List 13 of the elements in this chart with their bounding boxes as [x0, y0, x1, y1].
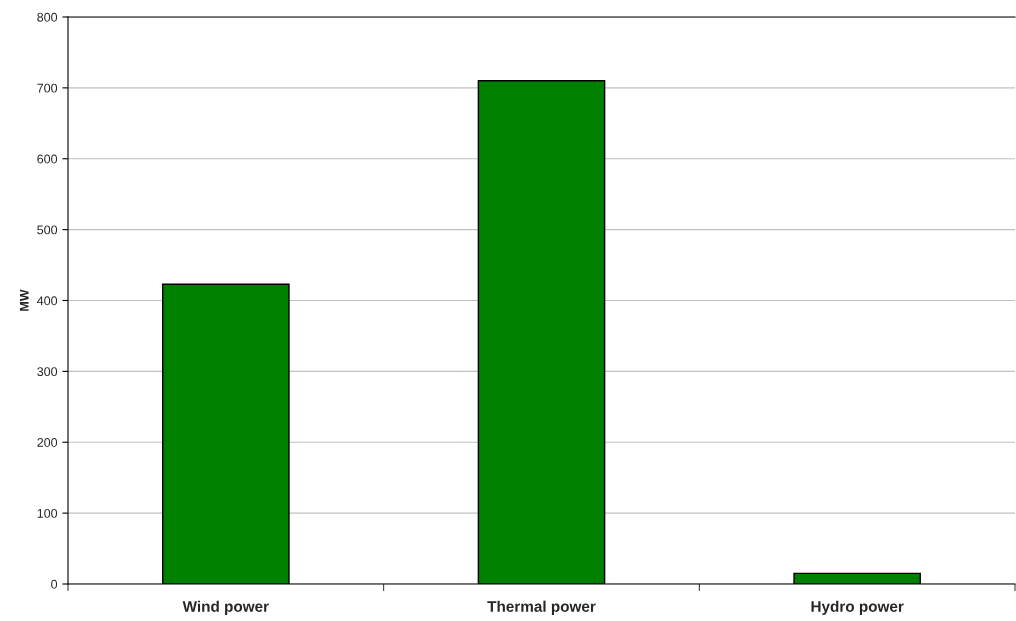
y-tick-label: 800: [37, 12, 58, 22]
y-tick-label: 0: [51, 579, 58, 589]
y-tick-label: 700: [37, 83, 58, 93]
y-tick-label: 100: [37, 508, 58, 518]
y-tick-label: 400: [37, 296, 58, 306]
x-tick-label: Hydro power: [811, 600, 904, 615]
y-tick-label: 200: [37, 438, 58, 447]
y-tick-label: 300: [37, 367, 58, 377]
x-tick-label: Wind power: [182, 600, 269, 615]
y-tick-label: 600: [37, 154, 58, 164]
x-tick-label: Thermal power: [487, 600, 596, 615]
y-axis-title: MW: [19, 289, 29, 311]
y-tick-label: 500: [37, 225, 58, 235]
